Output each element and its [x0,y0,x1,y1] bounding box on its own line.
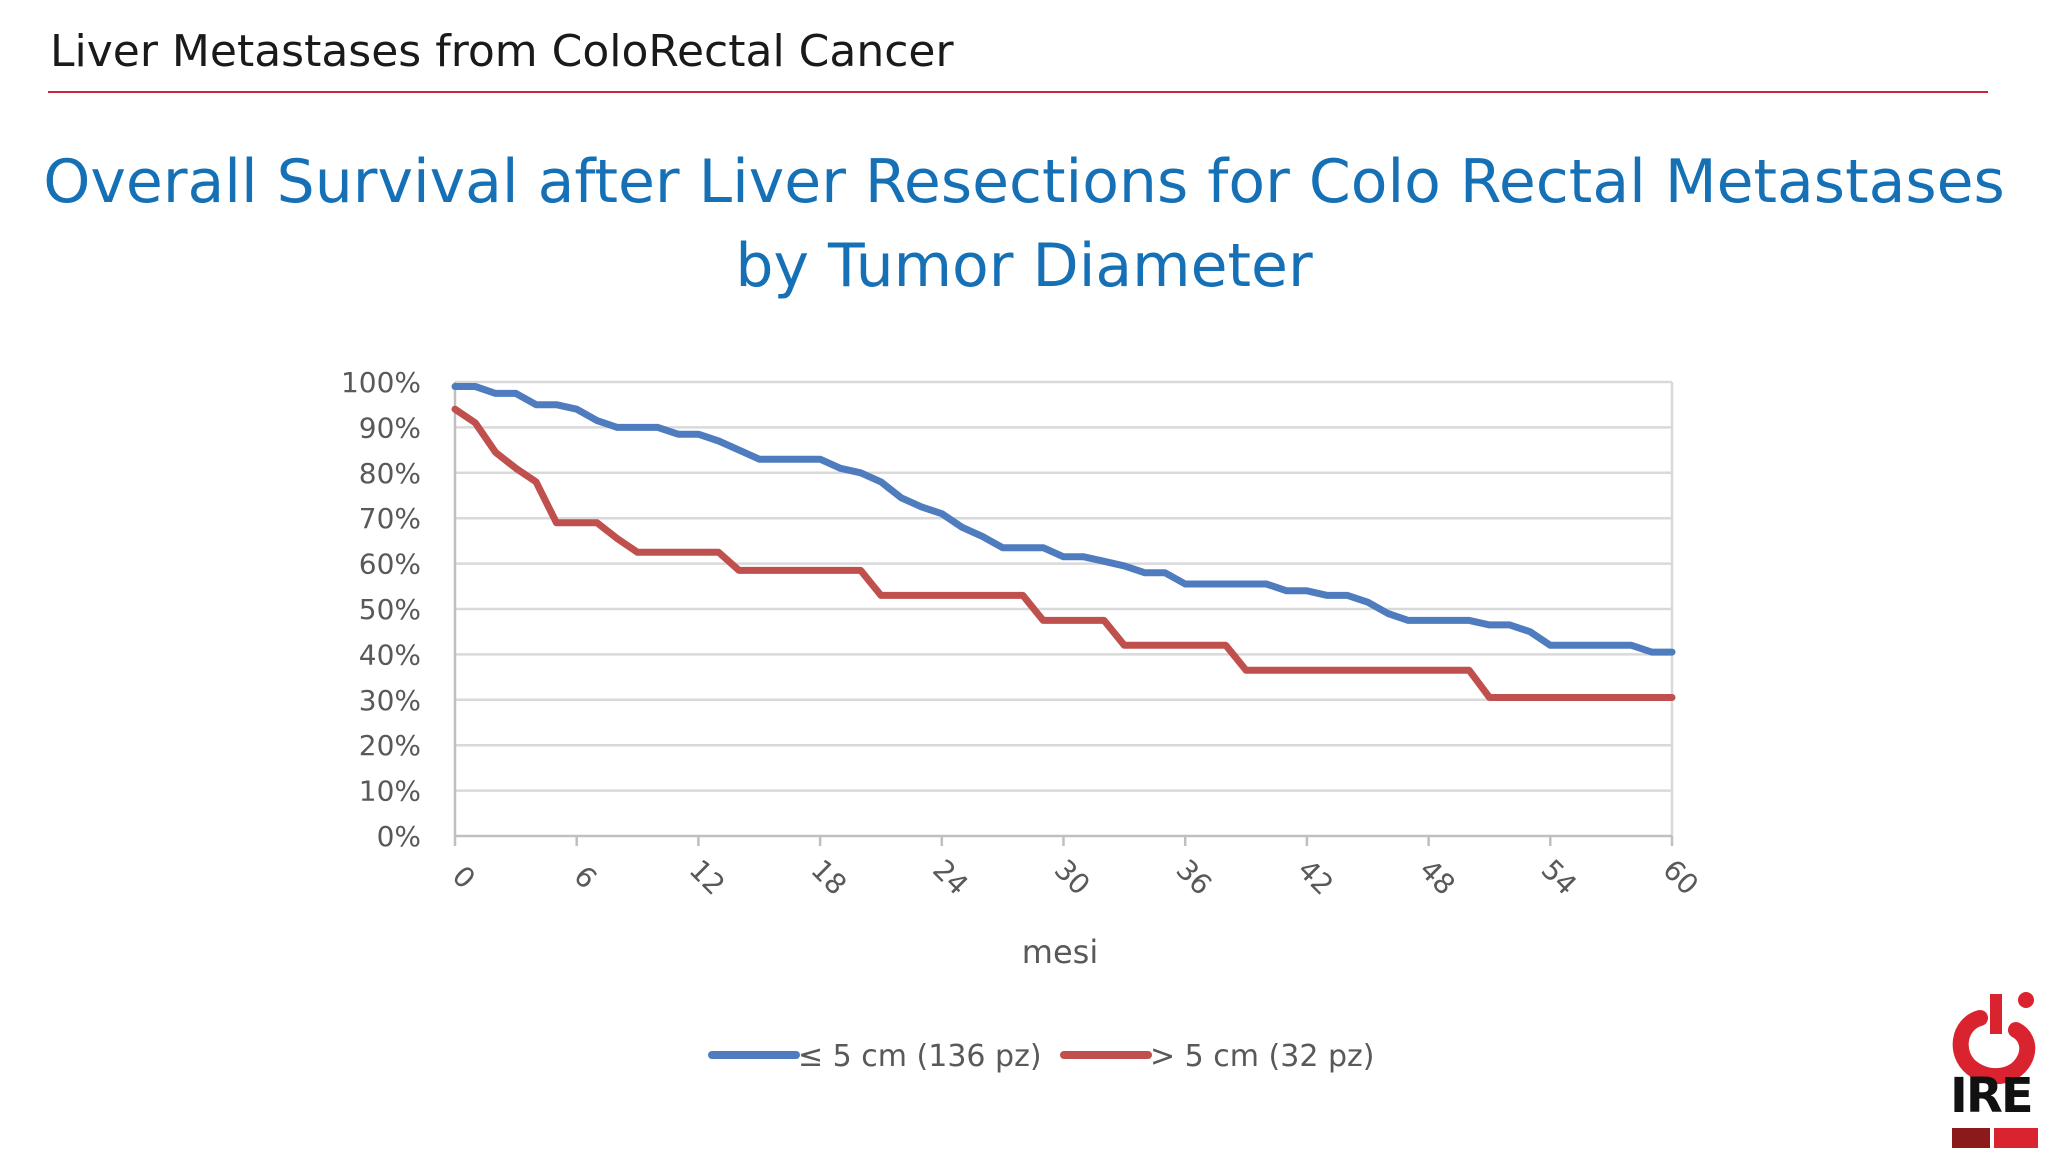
ire-logo [1952,992,2038,1148]
x-tick-label: 0 [446,859,482,895]
chart-legend: ≤ 5 cm (136 pz) > 5 cm (32 pz) [708,1039,1374,1074]
chart-series [451,383,1676,701]
slide-title: Overall Survival after Liver Resections … [0,140,2048,308]
chart-axes [453,382,1674,846]
series-line-2 [451,405,1676,701]
x-tick-label: 30 [1048,853,1097,902]
x-tick-label: 36 [1170,853,1219,902]
slide-title-line-1: Overall Survival after Liver Resections … [43,147,2005,217]
x-tick-label: 54 [1535,853,1584,902]
y-axis-ticks: 0% 10% 20% 30% 40% 50% 60% 70% 80% 90% 100% [341,366,421,853]
x-tick-label: 6 [567,859,603,895]
y-tick-label: 40% [359,638,421,671]
x-tick-label: 24 [926,853,975,902]
x-tick-label: 42 [1291,853,1340,902]
y-tick-label: 10% [359,775,421,808]
y-tick-label: 30% [359,684,421,717]
x-tick-label: 12 [683,853,732,902]
legend-label-2: > 5 cm (32 pz) [1150,1039,1374,1074]
legend-label-1: ≤ 5 cm (136 pz) [798,1039,1042,1074]
chart-grid [455,380,1674,836]
x-tick-label: 18 [805,853,854,902]
y-tick-label: 20% [359,729,421,762]
header-divider [48,91,1988,93]
y-tick-label: 90% [359,411,421,444]
y-tick-label: 0% [377,820,421,853]
series-line-1 [451,383,1676,656]
y-tick-label: 100% [341,366,421,399]
x-axis-ticks: 0 6 12 18 24 30 36 42 48 54 60 [446,853,1705,902]
slide-title-line-2: by Tumor Diameter [735,231,1313,301]
x-tick-label: 48 [1413,853,1462,902]
logo-wordmark: IRE [1950,1068,2034,1124]
y-tick-label: 80% [359,457,421,490]
y-tick-label: 70% [359,502,421,535]
slide-header: Liver Metastases from ColoRectal Cancer [50,26,954,77]
x-axis-label: mesi [1022,933,1098,971]
x-tick-label: 60 [1656,853,1705,902]
y-tick-label: 50% [359,593,421,626]
y-tick-label: 60% [359,548,421,581]
